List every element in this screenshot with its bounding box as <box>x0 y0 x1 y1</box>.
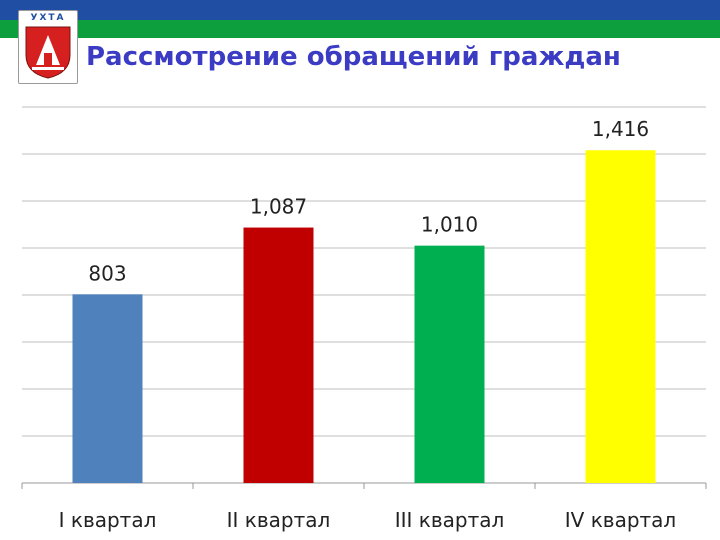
bar-3 <box>414 245 485 483</box>
bar-2 <box>243 227 314 483</box>
crest-shield-icon <box>25 26 71 79</box>
x-tick-label-3: III квартал <box>395 508 505 532</box>
data-label-3: 1,010 <box>421 213 478 237</box>
city-crest-logo: УХТА <box>18 10 78 84</box>
x-tick-label-2: II квартал <box>227 508 331 532</box>
data-label-4: 1,416 <box>592 117 649 141</box>
header-band-blue <box>0 0 720 20</box>
bar-1 <box>72 294 143 483</box>
bar-4 <box>585 150 656 484</box>
data-label-1: 803 <box>88 261 126 285</box>
header-band-green <box>0 20 720 38</box>
x-tick-label-4: IV квартал <box>565 508 676 532</box>
page-title: Рассмотрение обращений граждан <box>86 42 621 72</box>
data-label-2: 1,087 <box>250 195 307 219</box>
x-tick-label-1: I квартал <box>59 508 157 532</box>
crest-label: УХТА <box>30 13 66 23</box>
